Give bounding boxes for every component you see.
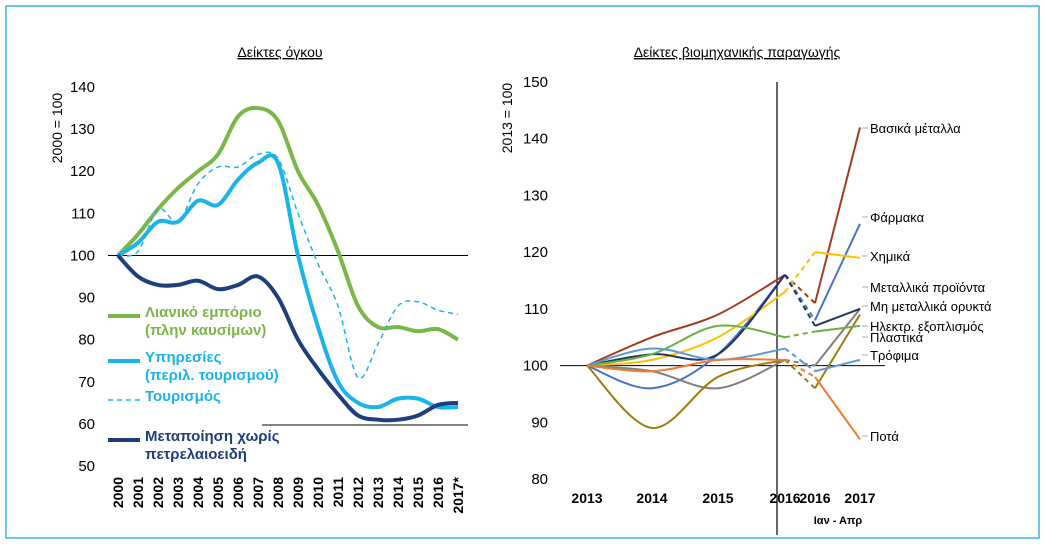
series-line xyxy=(784,330,816,339)
series-label: Χημικά xyxy=(870,249,911,264)
series-line xyxy=(784,251,816,293)
legend-label: Λιανικό εμπόριο (πλην καυσίμων) xyxy=(145,304,267,339)
series-line xyxy=(814,307,861,327)
series-line xyxy=(117,151,459,380)
series-line xyxy=(814,127,861,304)
series-label: Βασικά μέταλλα xyxy=(870,121,961,136)
series-label: Φάρμακα xyxy=(870,210,925,225)
y-tick-label: 80 xyxy=(531,471,548,488)
x-tick-label: 2003 xyxy=(170,477,186,508)
series-line xyxy=(586,324,786,367)
period-label: Ιαν - Απρ xyxy=(814,515,863,527)
chart-title: Δείκτες όγκου xyxy=(237,44,322,60)
legend-label: Υπηρεσίες (περιλ. τουρισμού) xyxy=(145,349,279,384)
series-label: Ποτά xyxy=(870,429,899,444)
series-line xyxy=(784,359,816,378)
series-line xyxy=(814,308,861,367)
series-line xyxy=(814,314,861,389)
y-tick-label: 140 xyxy=(523,131,548,148)
series-line xyxy=(586,347,786,367)
series-line xyxy=(586,358,786,373)
x-tick-label: 2000 xyxy=(110,477,126,508)
series-line xyxy=(586,358,786,429)
x-tick-label: 2015 xyxy=(702,490,733,506)
series-label: Μη μεταλλικά ορυκτά xyxy=(870,299,992,314)
legend-label: Μεταποίηση χωρίς πετρελαιοειδή xyxy=(145,428,280,463)
series-line xyxy=(116,254,459,423)
y-tick-label: 150 xyxy=(523,74,548,91)
series-line xyxy=(814,324,861,333)
x-tick-label: 2010 xyxy=(310,477,326,508)
series-line xyxy=(586,358,786,390)
y-tick-label: 60 xyxy=(78,416,95,433)
series-line xyxy=(784,347,816,373)
y-tick-label: 110 xyxy=(524,301,548,318)
x-tick-label: 2016 xyxy=(769,490,800,506)
x-tick-label: 2014 xyxy=(636,490,667,506)
y-tick-label: 90 xyxy=(531,414,548,431)
y-tick-label: 50 xyxy=(78,458,95,475)
y-tick-label: 90 xyxy=(78,290,95,307)
x-tick-label: 2008 xyxy=(270,477,286,508)
x-tick-label: 2009 xyxy=(290,477,306,508)
x-tick-label: 2004 xyxy=(190,477,206,508)
series-label: Μεταλλικά προϊόντα xyxy=(870,280,986,295)
legend-label: Τουρισμός xyxy=(145,388,221,405)
x-tick-label: 2016 xyxy=(430,477,446,508)
series-line xyxy=(784,274,816,321)
series-line xyxy=(586,274,786,390)
series-line xyxy=(814,358,861,373)
chart-title: Δείκτες βιομηχανικής παραγωγής xyxy=(634,44,841,60)
series-line xyxy=(116,105,459,342)
y-tick-label: 130 xyxy=(523,187,548,204)
series-label: Τρόφιμα xyxy=(870,348,919,363)
y-tick-label: 110 xyxy=(71,205,95,222)
y-tick-label: 100 xyxy=(70,247,95,264)
x-tick-label: 2013 xyxy=(370,477,386,508)
x-tick-label: 2016 xyxy=(799,490,830,506)
x-tick-label: 2013 xyxy=(571,490,602,506)
y-tick-label: 100 xyxy=(523,358,548,375)
y-tick-label: 80 xyxy=(78,332,95,349)
x-tick-label: 2007 xyxy=(250,477,266,508)
x-tick-label: 2012 xyxy=(350,477,366,508)
y-tick-label: 120 xyxy=(70,163,95,180)
series-line xyxy=(586,273,786,367)
series-line xyxy=(814,251,861,259)
x-tick-label: 2011 xyxy=(330,477,346,508)
x-tick-label: 2017 xyxy=(844,490,875,506)
series-line xyxy=(814,223,861,321)
x-tick-label: 2017* xyxy=(450,476,466,513)
series-line xyxy=(784,274,816,327)
x-tick-label: 2006 xyxy=(230,477,246,508)
y-tick-label: 70 xyxy=(78,374,95,391)
x-tick-label: 2001 xyxy=(130,477,146,508)
series-label: Πλαστικά xyxy=(870,330,924,345)
y-axis-label: 2000 = 100 xyxy=(49,93,65,164)
x-tick-label: 2002 xyxy=(150,477,166,508)
y-tick-label: 130 xyxy=(70,121,95,138)
y-axis-label: 2013 = 100 xyxy=(499,83,515,154)
x-tick-label: 2015 xyxy=(410,477,426,508)
series-line xyxy=(586,274,786,367)
series-label: Ηλεκτρ. εξοπλισμός xyxy=(870,319,984,334)
y-tick-label: 140 xyxy=(70,79,95,96)
x-tick-label: 2005 xyxy=(210,477,226,508)
series-line xyxy=(814,376,861,440)
frame xyxy=(5,5,1040,539)
y-tick-label: 120 xyxy=(523,244,548,261)
x-tick-label: 2014 xyxy=(390,477,406,508)
